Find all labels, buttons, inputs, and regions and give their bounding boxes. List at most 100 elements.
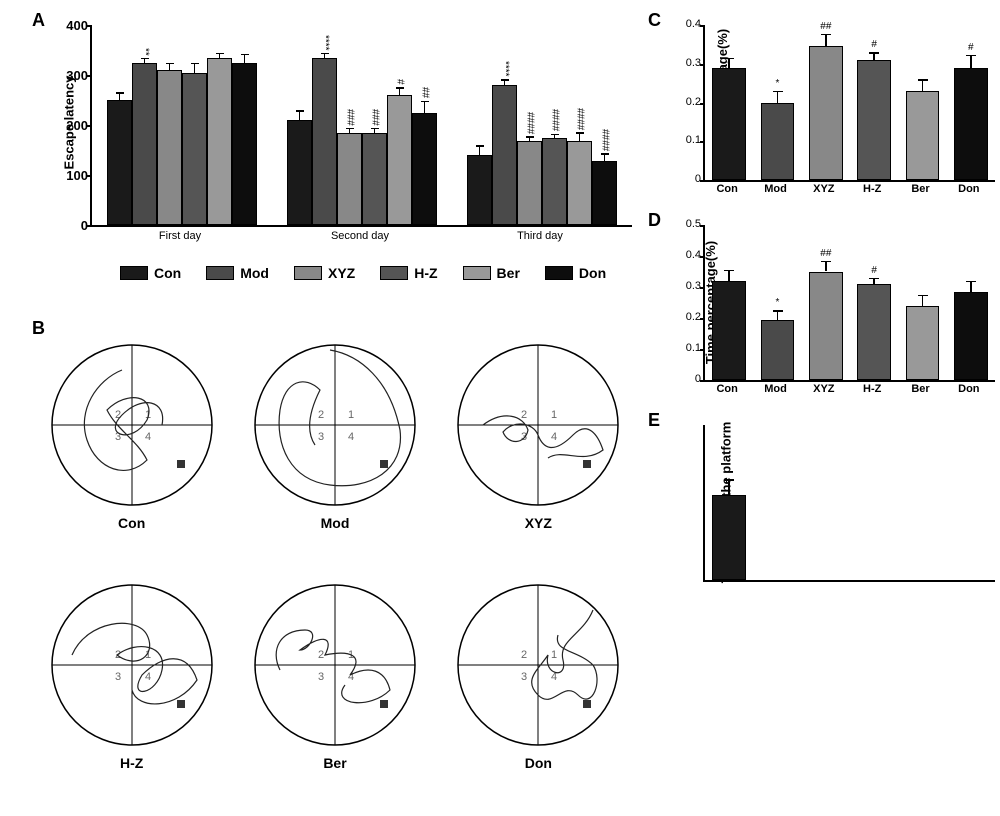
error-cap — [551, 134, 559, 136]
maze-plot: 1234 — [250, 340, 420, 510]
sig-anno: # — [956, 42, 986, 53]
error-bar — [424, 101, 426, 113]
error-cap — [966, 281, 976, 283]
legend-item: Mod — [206, 265, 269, 281]
bar — [182, 73, 207, 226]
error-cap — [501, 79, 509, 81]
sig-anno: #### — [600, 129, 611, 151]
svg-text:3: 3 — [318, 431, 324, 443]
panel-d-chart: Time percentage(%) *### 00.10.20.30.40.5… — [655, 215, 985, 410]
x-tick-label: Don — [949, 383, 989, 395]
bar — [712, 68, 746, 180]
y-tick-label: 300 — [66, 68, 88, 83]
x-tick-label: Con — [707, 183, 747, 195]
legend-item: Con — [120, 265, 181, 281]
sig-anno: **** — [500, 61, 511, 77]
panel-d-yticks: 00.10.20.30.40.5 — [669, 225, 701, 380]
error-bar — [728, 479, 730, 495]
svg-text:2: 2 — [115, 649, 121, 661]
y-tick-label: 0.3 — [686, 57, 701, 69]
bar — [207, 58, 232, 226]
x-tick-label: Ber — [901, 183, 941, 195]
bar — [287, 120, 312, 225]
bar — [362, 133, 387, 226]
error-bar — [922, 79, 924, 91]
sig-anno: ### — [370, 109, 381, 126]
bar — [312, 58, 337, 226]
svg-text:3: 3 — [318, 671, 324, 683]
bar — [412, 113, 437, 226]
sig-anno: **** — [320, 35, 331, 51]
y-tick-label: 0.1 — [686, 342, 701, 354]
y-tick-label: 0.3 — [686, 280, 701, 292]
panel-c-plot: *#### — [703, 25, 995, 182]
error-cap — [918, 295, 928, 297]
bar — [857, 284, 891, 380]
error-cap — [241, 54, 249, 56]
legend-swatch — [120, 266, 148, 280]
error-cap — [918, 79, 928, 81]
sig-anno: #### — [525, 112, 536, 134]
error-cap — [773, 91, 783, 93]
bar — [387, 95, 412, 225]
svg-text:3: 3 — [521, 671, 527, 683]
y-tick-label: 0.4 — [686, 249, 701, 261]
bar — [954, 292, 988, 380]
maze-label: Mod — [321, 515, 350, 531]
svg-text:1: 1 — [348, 409, 354, 421]
svg-text:2: 2 — [521, 649, 527, 661]
error-cap — [141, 58, 149, 60]
error-cap — [296, 110, 304, 112]
y-tick-label: 0.1 — [686, 134, 701, 146]
error-cap — [396, 87, 404, 89]
error-bar — [970, 281, 972, 292]
error-bar — [728, 270, 730, 281]
y-tick-label: 200 — [66, 118, 88, 133]
bar — [954, 68, 988, 180]
bar — [467, 155, 492, 225]
bar — [157, 70, 182, 225]
bar — [492, 85, 517, 225]
sig-anno: * — [763, 78, 793, 89]
svg-text:2: 2 — [318, 409, 324, 421]
legend-swatch — [380, 266, 408, 280]
maze-cell: 1234 XYZ — [447, 340, 630, 560]
y-tick-label: 0.2 — [686, 96, 701, 108]
panel-e-yticks — [669, 425, 701, 580]
x-tick-label: Mod — [756, 183, 796, 195]
maze-plot: 1234 — [453, 580, 623, 750]
bar — [809, 272, 843, 381]
svg-text:1: 1 — [551, 409, 557, 421]
maze-plot: 1234 — [47, 580, 217, 750]
y-tick-label: 0 — [695, 373, 701, 385]
error-bar — [970, 55, 972, 68]
bar — [542, 138, 567, 226]
x-tick-label: Don — [949, 183, 989, 195]
maze-label: XYZ — [525, 515, 552, 531]
error-cap — [966, 55, 976, 57]
x-tick-label: XYZ — [804, 183, 844, 195]
svg-text:3: 3 — [115, 671, 121, 683]
svg-text:4: 4 — [551, 431, 557, 443]
x-tick-label: XYZ — [804, 383, 844, 395]
sig-anno: * — [763, 297, 793, 308]
bar — [712, 495, 746, 580]
bar — [761, 103, 795, 181]
error-cap — [601, 153, 609, 155]
svg-text:4: 4 — [145, 431, 151, 443]
x-tick-label: H-Z — [852, 183, 892, 195]
maze-label: Don — [525, 755, 552, 771]
panel-a-plot: ******#########****################ — [90, 25, 632, 227]
y-tick-label: 0 — [81, 218, 88, 233]
bar — [906, 91, 940, 180]
y-tick-label: 0 — [695, 173, 701, 185]
sig-anno: # — [859, 265, 889, 276]
error-cap — [724, 58, 734, 60]
maze-plot: 1234 — [453, 340, 623, 510]
legend-label: Don — [579, 265, 606, 281]
y-tick-label: 0.2 — [686, 311, 701, 323]
error-cap — [724, 270, 734, 272]
bar — [567, 141, 592, 225]
bar — [809, 46, 843, 180]
maze-label: H-Z — [120, 755, 143, 771]
